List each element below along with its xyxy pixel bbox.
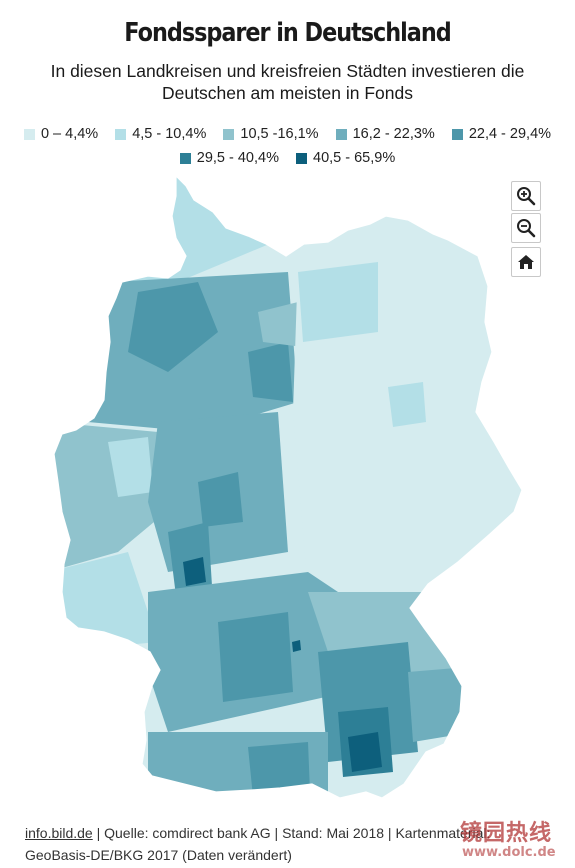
legend-label: 10,5 -16,1% [240, 126, 319, 142]
legend-item: 22,4 - 29,4% [451, 126, 552, 142]
legend-swatch [223, 128, 235, 140]
legend-swatch [296, 152, 307, 164]
watermark: 镜园热线 www.dolc.de [460, 815, 572, 863]
source-footer: info.bild.de | Quelle: comdirect bank AG… [25, 822, 555, 866]
reset-view-button[interactable] [511, 247, 541, 277]
legend-item: 40,5 - 65,9% [296, 150, 395, 166]
legend-item: 4,5 - 10,4% [115, 126, 206, 142]
home-icon [518, 255, 534, 269]
legend-swatch [115, 128, 127, 140]
source-link[interactable]: info.bild.de [25, 825, 93, 841]
zoom-in-icon [517, 187, 536, 206]
legend-swatch [179, 152, 191, 164]
germany-map[interactable] [48, 172, 528, 812]
legend-label: 40,5 - 65,9% [313, 150, 396, 166]
zoom-out-icon [517, 219, 536, 238]
legend-label: 22,4 - 29,4% [468, 126, 552, 142]
watermark-text: 镜园热线 [460, 820, 553, 846]
legend-swatch [23, 128, 35, 140]
page-subtitle: In diesen Landkreisen und kreisfreien St… [50, 61, 525, 103]
legend-swatch [335, 128, 347, 140]
legend-label: 4,5 - 10,4% [132, 126, 207, 142]
legend-item: 29,5 - 40,4% [179, 150, 279, 166]
zoom-in-button[interactable] [511, 181, 541, 211]
legend-label: 0 – 4,4% [40, 126, 99, 142]
map-legend: 0 – 4,4% 4,5 - 10,4% 10,5 -16,1% 16,2 - … [20, 126, 555, 166]
legend-label: 16,2 - 22,3% [352, 126, 435, 142]
legend-item: 16,2 - 22,3% [335, 126, 435, 142]
watermark-url: www.dolc.de [462, 845, 556, 860]
zoom-out-button[interactable] [511, 213, 541, 243]
source-text: | Quelle: comdirect bank AG | Stand: Mai… [25, 825, 491, 863]
legend-label: 29,5 - 40,4% [196, 150, 279, 166]
legend-item: 10,5 -16,1% [223, 126, 319, 142]
map-zoom-controls [511, 181, 541, 277]
legend-item: 0 – 4,4% [23, 126, 99, 142]
page-title: Fondssparer in Deutschland [124, 18, 451, 48]
country-outline [53, 174, 523, 799]
district-regions [54, 176, 522, 798]
legend-swatch [451, 128, 463, 140]
